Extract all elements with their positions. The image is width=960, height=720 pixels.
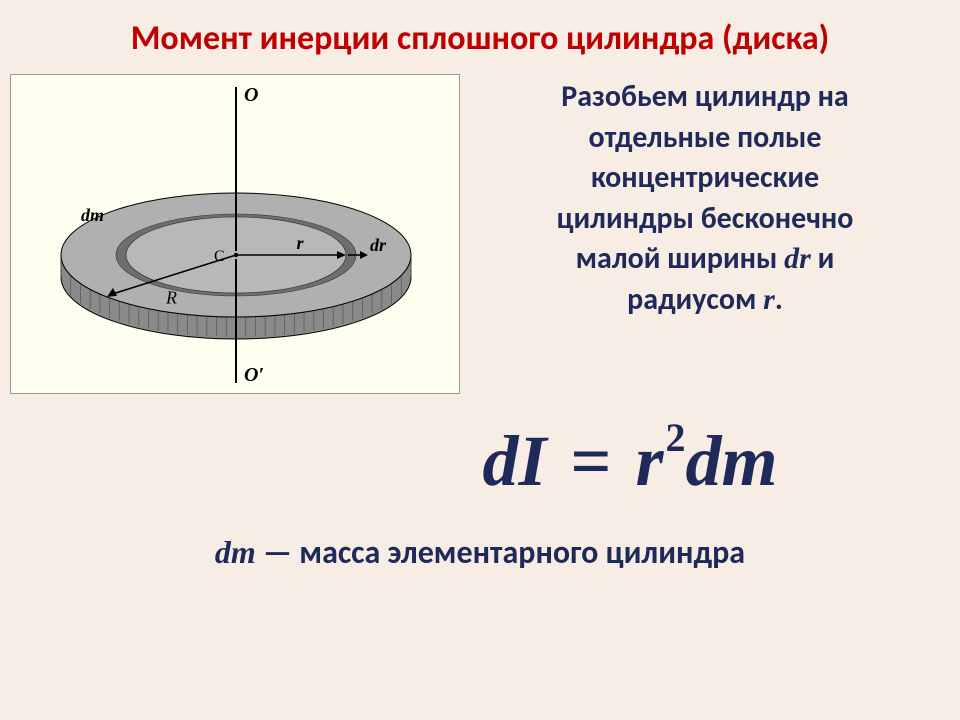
var-r: r	[763, 283, 775, 316]
page-title: Момент инерции сплошного цилиндра (диска…	[0, 0, 960, 69]
svg-text:C: C	[214, 248, 225, 265]
line6a: радиусом	[627, 281, 763, 318]
formula-eq: =	[564, 421, 617, 501]
svg-text:R: R	[165, 287, 177, 307]
svg-text:O: O	[244, 84, 258, 106]
formula: dI = r2dm	[0, 414, 960, 503]
line5a: малой ширины	[576, 240, 785, 277]
explanation-text: Разобьем цилиндр на отдельные полые конц…	[460, 69, 950, 394]
svg-text:O′: O′	[244, 364, 264, 386]
formula-exp: 2	[666, 415, 686, 460]
var-dr: dr	[784, 242, 811, 275]
caption-dash: —	[256, 533, 299, 572]
caption-dm: dm	[215, 534, 256, 570]
svg-text:dr: dr	[370, 235, 387, 255]
line5b: и	[811, 240, 834, 277]
line4: цилиндры бесконечно	[557, 200, 854, 237]
line1: Разобьем цилиндр на	[561, 78, 849, 115]
content-row: OO′CrdrRdm Разобьем цилиндр на отдельные…	[0, 69, 960, 394]
line6b: .	[775, 281, 783, 318]
svg-text:r: r	[297, 233, 305, 253]
svg-text:dm: dm	[81, 205, 104, 225]
disk-diagram-svg: O O′ Cr dr Rdm	[11, 75, 461, 395]
formula-r: r	[636, 421, 664, 501]
line2: отдельные полые	[589, 119, 822, 156]
diagram: O O′ Cr dr Rdm	[10, 74, 460, 394]
formula-dm: dm	[686, 421, 778, 501]
formula-dI: dI	[482, 421, 546, 501]
caption-text: масса элементарного цилиндра	[299, 533, 745, 572]
caption: dm — масса элементарного цилиндра	[0, 533, 960, 572]
line3: концентрические	[591, 159, 819, 196]
